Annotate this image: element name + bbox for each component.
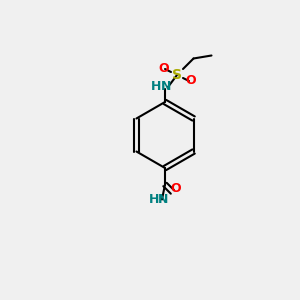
Text: S: S <box>172 68 182 82</box>
Text: H: H <box>151 80 161 94</box>
Text: N: N <box>161 80 172 94</box>
Text: N: N <box>158 193 169 206</box>
Text: H: H <box>149 193 160 206</box>
Text: O: O <box>158 62 169 76</box>
Text: O: O <box>170 182 181 196</box>
Text: O: O <box>185 74 196 88</box>
